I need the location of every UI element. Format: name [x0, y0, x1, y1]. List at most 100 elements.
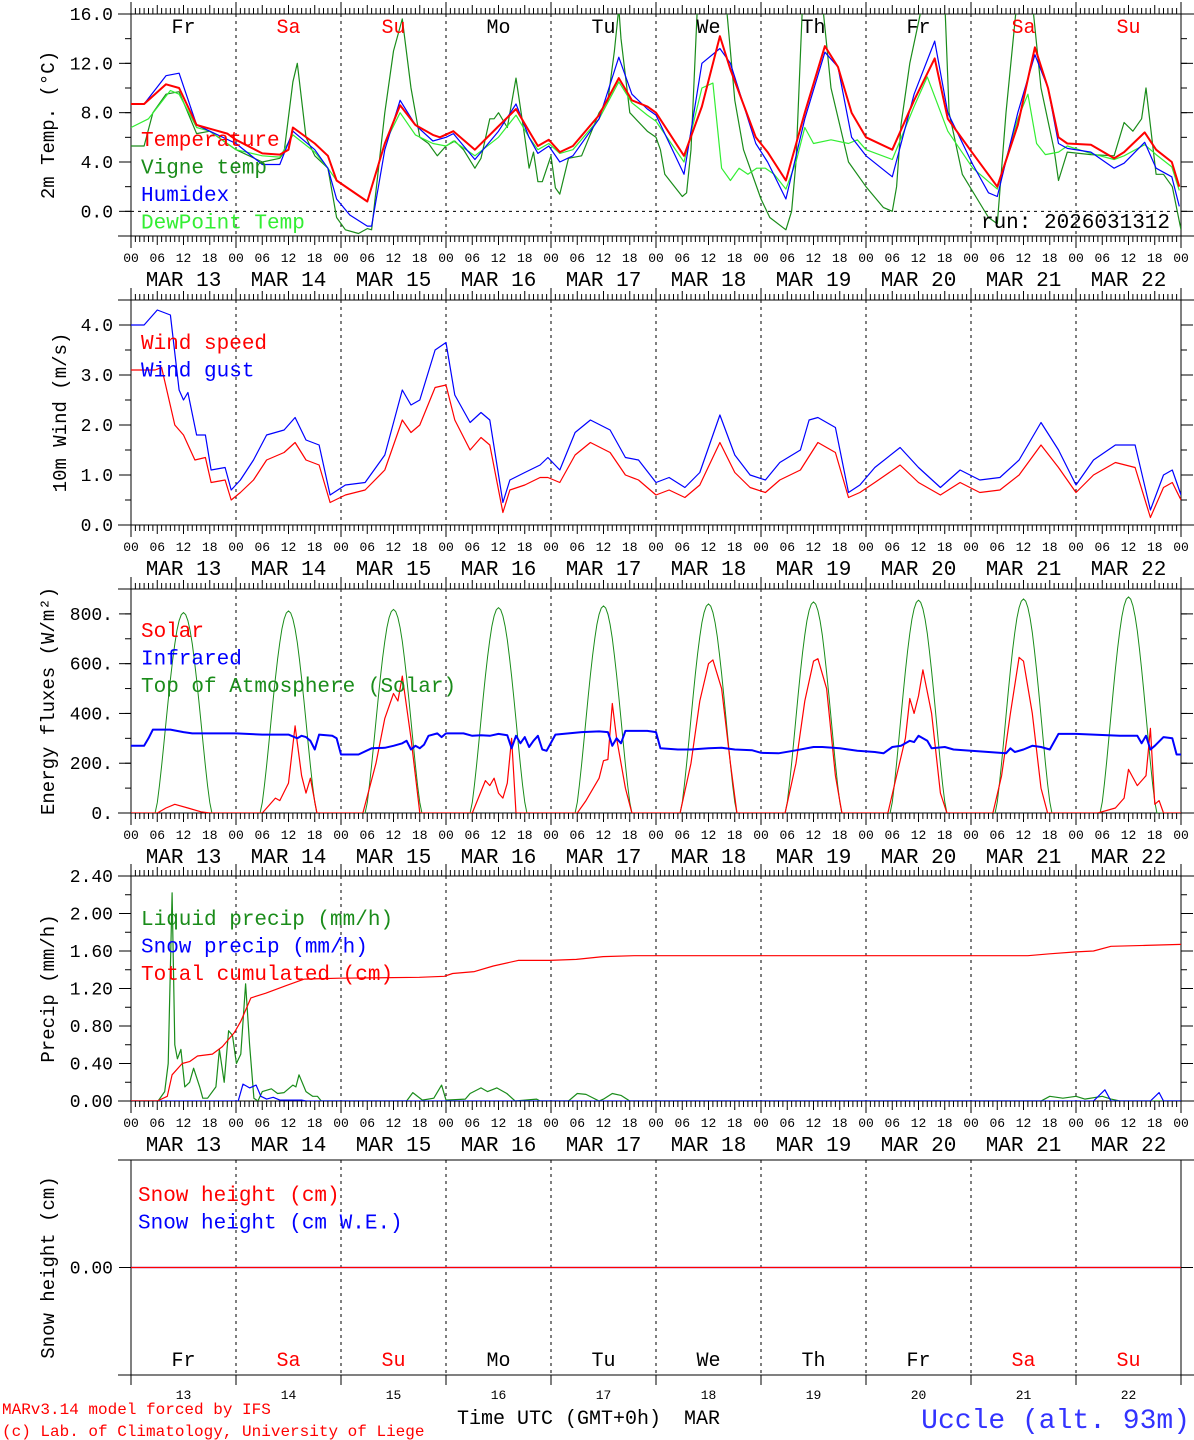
date-label: MAR 17: [566, 270, 642, 293]
panel-5: 0.00 Snow height (cm) Snow height (cm) Snow…: [38, 1159, 1194, 1403]
y-tick-label: 0.00: [70, 1093, 113, 1113]
hour-tick-label: 18: [727, 540, 743, 555]
hour-tick-label: 06: [884, 540, 900, 555]
hour-tick-label: 00: [438, 540, 454, 555]
hour-tick-label: 18: [1042, 251, 1058, 266]
hour-tick-label: 18: [1147, 251, 1163, 266]
legend-entry: Solar: [141, 621, 204, 644]
day-name: Su: [1116, 17, 1140, 40]
y-tick-label: 600.: [70, 656, 113, 676]
legend-entry: Snow height (cm W.E.): [138, 1213, 403, 1236]
hour-tick-label: 06: [779, 1116, 795, 1131]
hour-tick-label: 06: [674, 540, 690, 555]
series-group: [131, 596, 1181, 813]
hour-tick-label: 12: [596, 251, 612, 266]
series-group: [131, 892, 1181, 1101]
day-number: 13: [176, 1388, 192, 1403]
date-label: MAR 17: [566, 847, 642, 870]
date-label: MAR 19: [776, 1135, 852, 1158]
date-label: MAR 13: [146, 1135, 222, 1158]
hour-tick-label: 12: [491, 828, 507, 843]
day-number: 19: [806, 1388, 822, 1403]
hour-tick-label: 12: [806, 1116, 822, 1131]
series-dewpoint-temp: [131, 76, 1180, 203]
hour-tick-label: 18: [1042, 540, 1058, 555]
hour-tick-label: 12: [701, 540, 717, 555]
hour-tick-label: 18: [517, 828, 533, 843]
hour-tick-label: 00: [963, 828, 979, 843]
day-name: Sa: [276, 17, 300, 40]
series-top-of-atmosphere: [131, 596, 1181, 813]
hour-tick-label: 18: [622, 1116, 638, 1131]
day-number: 21: [1016, 1388, 1032, 1403]
hour-tick-label: 18: [622, 251, 638, 266]
series-solar: [131, 656, 1181, 813]
date-label: MAR 21: [986, 1135, 1062, 1158]
hour-tick-label: 06: [464, 540, 480, 555]
y-tick-label: 4.0: [81, 154, 113, 174]
hour-tick-label: 18: [727, 1116, 743, 1131]
y-axis-title: Precip (mm/h): [38, 914, 60, 1062]
hour-tick-label: 06: [149, 251, 165, 266]
hour-tick-label: 00: [228, 251, 244, 266]
series-infrared: [131, 728, 1181, 756]
hour-tick-label: 00: [543, 1116, 559, 1131]
hour-tick-label: 06: [254, 251, 270, 266]
hour-tick-label: 06: [569, 1116, 585, 1131]
date-label: MAR 13: [146, 559, 222, 582]
hour-tick-label: 00: [1173, 251, 1189, 266]
hour-tick-label: 06: [149, 540, 165, 555]
date-label: MAR 20: [881, 847, 957, 870]
hour-tick-label: 18: [622, 540, 638, 555]
hour-tick-label: 06: [674, 828, 690, 843]
hour-tick-label: 06: [359, 251, 375, 266]
y-tick-label: 4.0: [81, 317, 113, 337]
y-tick-label: 0.80: [70, 1018, 113, 1038]
hour-tick-label: 06: [464, 1116, 480, 1131]
day-name: We: [696, 17, 720, 40]
hour-tick-label: 00: [858, 828, 874, 843]
date-label: MAR 16: [461, 559, 537, 582]
y-tick-label: 2.00: [70, 906, 113, 926]
series-snow-precip-mm-h: [131, 1083, 1181, 1101]
date-label: MAR 13: [146, 847, 222, 870]
hour-tick-label: 12: [491, 1116, 507, 1131]
hour-tick-label: 18: [517, 1116, 533, 1131]
date-label: MAR 22: [1091, 270, 1167, 293]
hour-tick-label: 12: [281, 540, 297, 555]
y-tick-label: 0.0: [81, 517, 113, 537]
hour-tick-label: 18: [727, 828, 743, 843]
hour-tick-label: 00: [753, 540, 769, 555]
hour-tick-label: 18: [832, 251, 848, 266]
hour-tick-label: 06: [989, 828, 1005, 843]
legend-entry: Total cumulated (cm): [141, 964, 393, 987]
hour-tick-label: 12: [176, 1116, 192, 1131]
hour-tick-label: 18: [937, 828, 953, 843]
date-label: MAR 15: [356, 1135, 432, 1158]
y-axis-title: Energy fluxes (W/m²): [38, 587, 60, 815]
hour-tick-label: 12: [1016, 540, 1032, 555]
date-label: MAR 20: [881, 1135, 957, 1158]
date-label: MAR 18: [671, 559, 747, 582]
hour-tick-label: 12: [596, 828, 612, 843]
hour-tick-label: 12: [176, 828, 192, 843]
hour-tick-label: 00: [438, 251, 454, 266]
day-name: Fr: [906, 1350, 930, 1373]
hour-tick-label: 12: [386, 828, 402, 843]
hour-tick-label: 06: [569, 540, 585, 555]
hour-tick-label: 18: [727, 251, 743, 266]
date-label: MAR 19: [776, 559, 852, 582]
hour-tick-label: 06: [1094, 1116, 1110, 1131]
hour-tick-label: 06: [989, 1116, 1005, 1131]
legend-entry: DewPoint Temp: [141, 213, 305, 236]
y-tick-label: 12.0: [70, 55, 113, 75]
hour-tick-label: 18: [832, 828, 848, 843]
x-axis-month: MAR: [684, 1408, 720, 1431]
date-label: MAR 18: [671, 847, 747, 870]
hour-tick-label: 12: [1121, 828, 1137, 843]
day-name: Su: [381, 1350, 405, 1373]
date-label: MAR 20: [881, 559, 957, 582]
day-name: Sa: [1011, 17, 1035, 40]
footer-model: MARv3.14 model forced by IFS: [2, 1401, 271, 1419]
hour-tick-label: 06: [254, 1116, 270, 1131]
